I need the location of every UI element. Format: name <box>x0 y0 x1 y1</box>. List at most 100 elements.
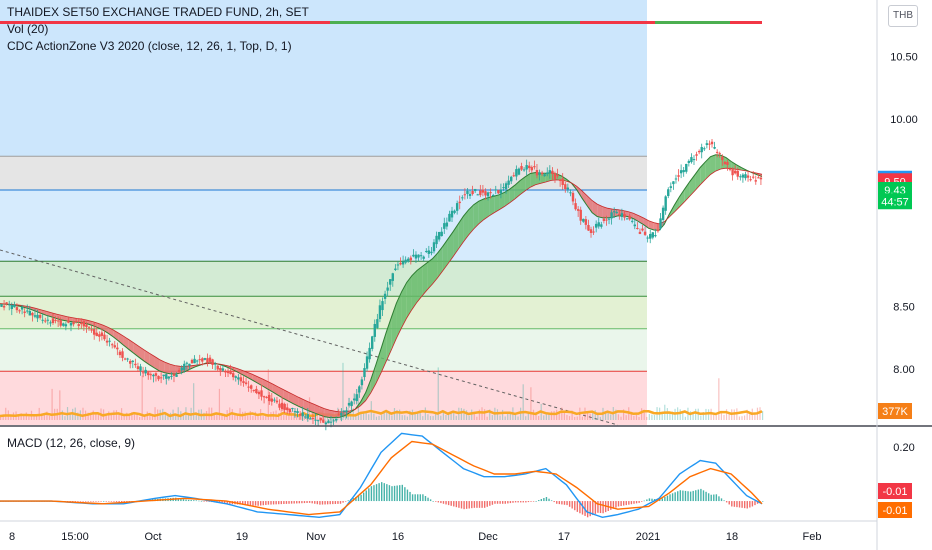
volume-bar <box>61 410 63 420</box>
macd-histogram-bar <box>556 501 558 504</box>
candle-body <box>342 410 346 412</box>
cdc-indicator-label[interactable]: CDC ActionZone V3 2020 (close, 12, 26, 1… <box>7 39 292 53</box>
macd-histogram-bar <box>473 501 476 508</box>
candle-body <box>275 400 279 403</box>
candle-body <box>389 279 392 285</box>
candle-body <box>252 389 255 391</box>
candle-body <box>177 369 181 372</box>
volume-bar <box>707 409 710 420</box>
macd-histogram-bar <box>468 501 470 509</box>
candle-body <box>687 160 691 163</box>
price-tick-label: 10.00 <box>890 114 918 126</box>
macd-histogram-bar <box>182 499 185 502</box>
volume-bar <box>388 411 390 420</box>
candle-body <box>358 386 361 393</box>
candle-body <box>656 229 660 232</box>
volume-bar <box>599 416 602 420</box>
macd-histogram-bar <box>275 501 277 505</box>
volume-bar <box>723 414 725 420</box>
ema-ribbon-segment <box>514 180 521 199</box>
macd-histogram-bar <box>501 501 504 504</box>
candle-body <box>211 359 214 365</box>
volume-bar <box>525 416 527 420</box>
candle-body <box>116 347 119 350</box>
macd-histogram-bar <box>396 485 398 502</box>
candle-body <box>651 232 655 238</box>
ema-ribbon-segment <box>319 406 325 417</box>
volume-bar <box>249 410 251 420</box>
volume-bar <box>167 414 169 420</box>
macd-histogram-bar <box>393 485 396 502</box>
macd-histogram-bar <box>445 501 447 505</box>
macd-histogram-bar <box>290 501 293 504</box>
macd-histogram-bar <box>332 501 334 505</box>
volume-bar <box>221 414 223 420</box>
green-zone-3 <box>0 328 647 372</box>
macd-value-badge <box>878 483 912 499</box>
candle-body <box>327 420 330 424</box>
ema-ribbon-segment <box>442 239 448 271</box>
candle-body <box>556 174 559 177</box>
macd-histogram-bar <box>74 501 77 502</box>
candle-body <box>507 180 510 185</box>
ema-ribbon-segment <box>324 408 330 418</box>
ema-ribbon-segment <box>643 217 649 229</box>
macd-indicator-label[interactable]: MACD (12, 26, close, 9) <box>7 436 136 450</box>
macd-histogram-bar <box>288 501 290 504</box>
candle-body <box>517 168 521 175</box>
volume-bar <box>450 413 452 420</box>
candle-body <box>41 319 44 321</box>
volume-bar <box>638 416 640 420</box>
candle-body <box>612 211 616 213</box>
volume-bar <box>586 412 589 420</box>
volume-bar <box>468 415 470 420</box>
candle-body <box>340 412 343 416</box>
macd-histogram-bar <box>453 501 455 507</box>
volume-bar <box>265 414 267 420</box>
macd-histogram-bar <box>319 501 321 505</box>
candle-body <box>136 366 140 370</box>
candle-body <box>154 373 158 376</box>
candle-body <box>486 192 490 197</box>
macd-histogram-bar <box>401 484 403 502</box>
candle-body <box>564 184 567 190</box>
macd-histogram-bar <box>756 501 759 504</box>
macd-histogram-bar <box>465 501 468 509</box>
macd-histogram-bar <box>545 497 548 502</box>
currency-button[interactable]: THB <box>888 5 918 27</box>
candle-body <box>677 175 680 177</box>
volume-bar <box>33 414 35 420</box>
volume-bar <box>653 414 656 420</box>
volume-bar <box>105 415 107 420</box>
macd-histogram-bar <box>200 500 203 502</box>
candle-body <box>643 231 647 235</box>
ema-ribbon-segment <box>417 266 423 303</box>
macd-histogram-bar <box>610 501 612 510</box>
macd-histogram-bar <box>594 501 597 514</box>
candle-body <box>579 209 582 221</box>
macd-histogram-bar <box>728 501 730 505</box>
candle-body <box>646 237 649 239</box>
candle-body <box>685 163 688 172</box>
macd-value-badge <box>878 502 912 518</box>
volume-bar <box>10 416 12 420</box>
volume-bar <box>373 413 375 420</box>
candle-body <box>479 190 482 196</box>
candle-body <box>18 310 21 312</box>
macd-histogram-bar <box>697 489 700 502</box>
volume-bar <box>139 416 141 420</box>
macd-histogram-bar <box>406 489 409 502</box>
volume-bar <box>532 409 535 420</box>
volume-bar <box>223 413 226 420</box>
volume-bar <box>483 409 486 420</box>
volume-indicator-label[interactable]: Vol (20) <box>7 22 49 36</box>
macd-histogram-bar <box>429 499 432 502</box>
macd-histogram-bar <box>388 485 391 502</box>
volume-bar <box>478 409 481 420</box>
macd-histogram-bar <box>550 500 553 502</box>
time-tick-label: Feb <box>803 531 822 543</box>
volume-bar <box>164 414 166 420</box>
macd-histogram-bar <box>641 501 643 502</box>
macd-histogram-bar <box>362 492 365 502</box>
